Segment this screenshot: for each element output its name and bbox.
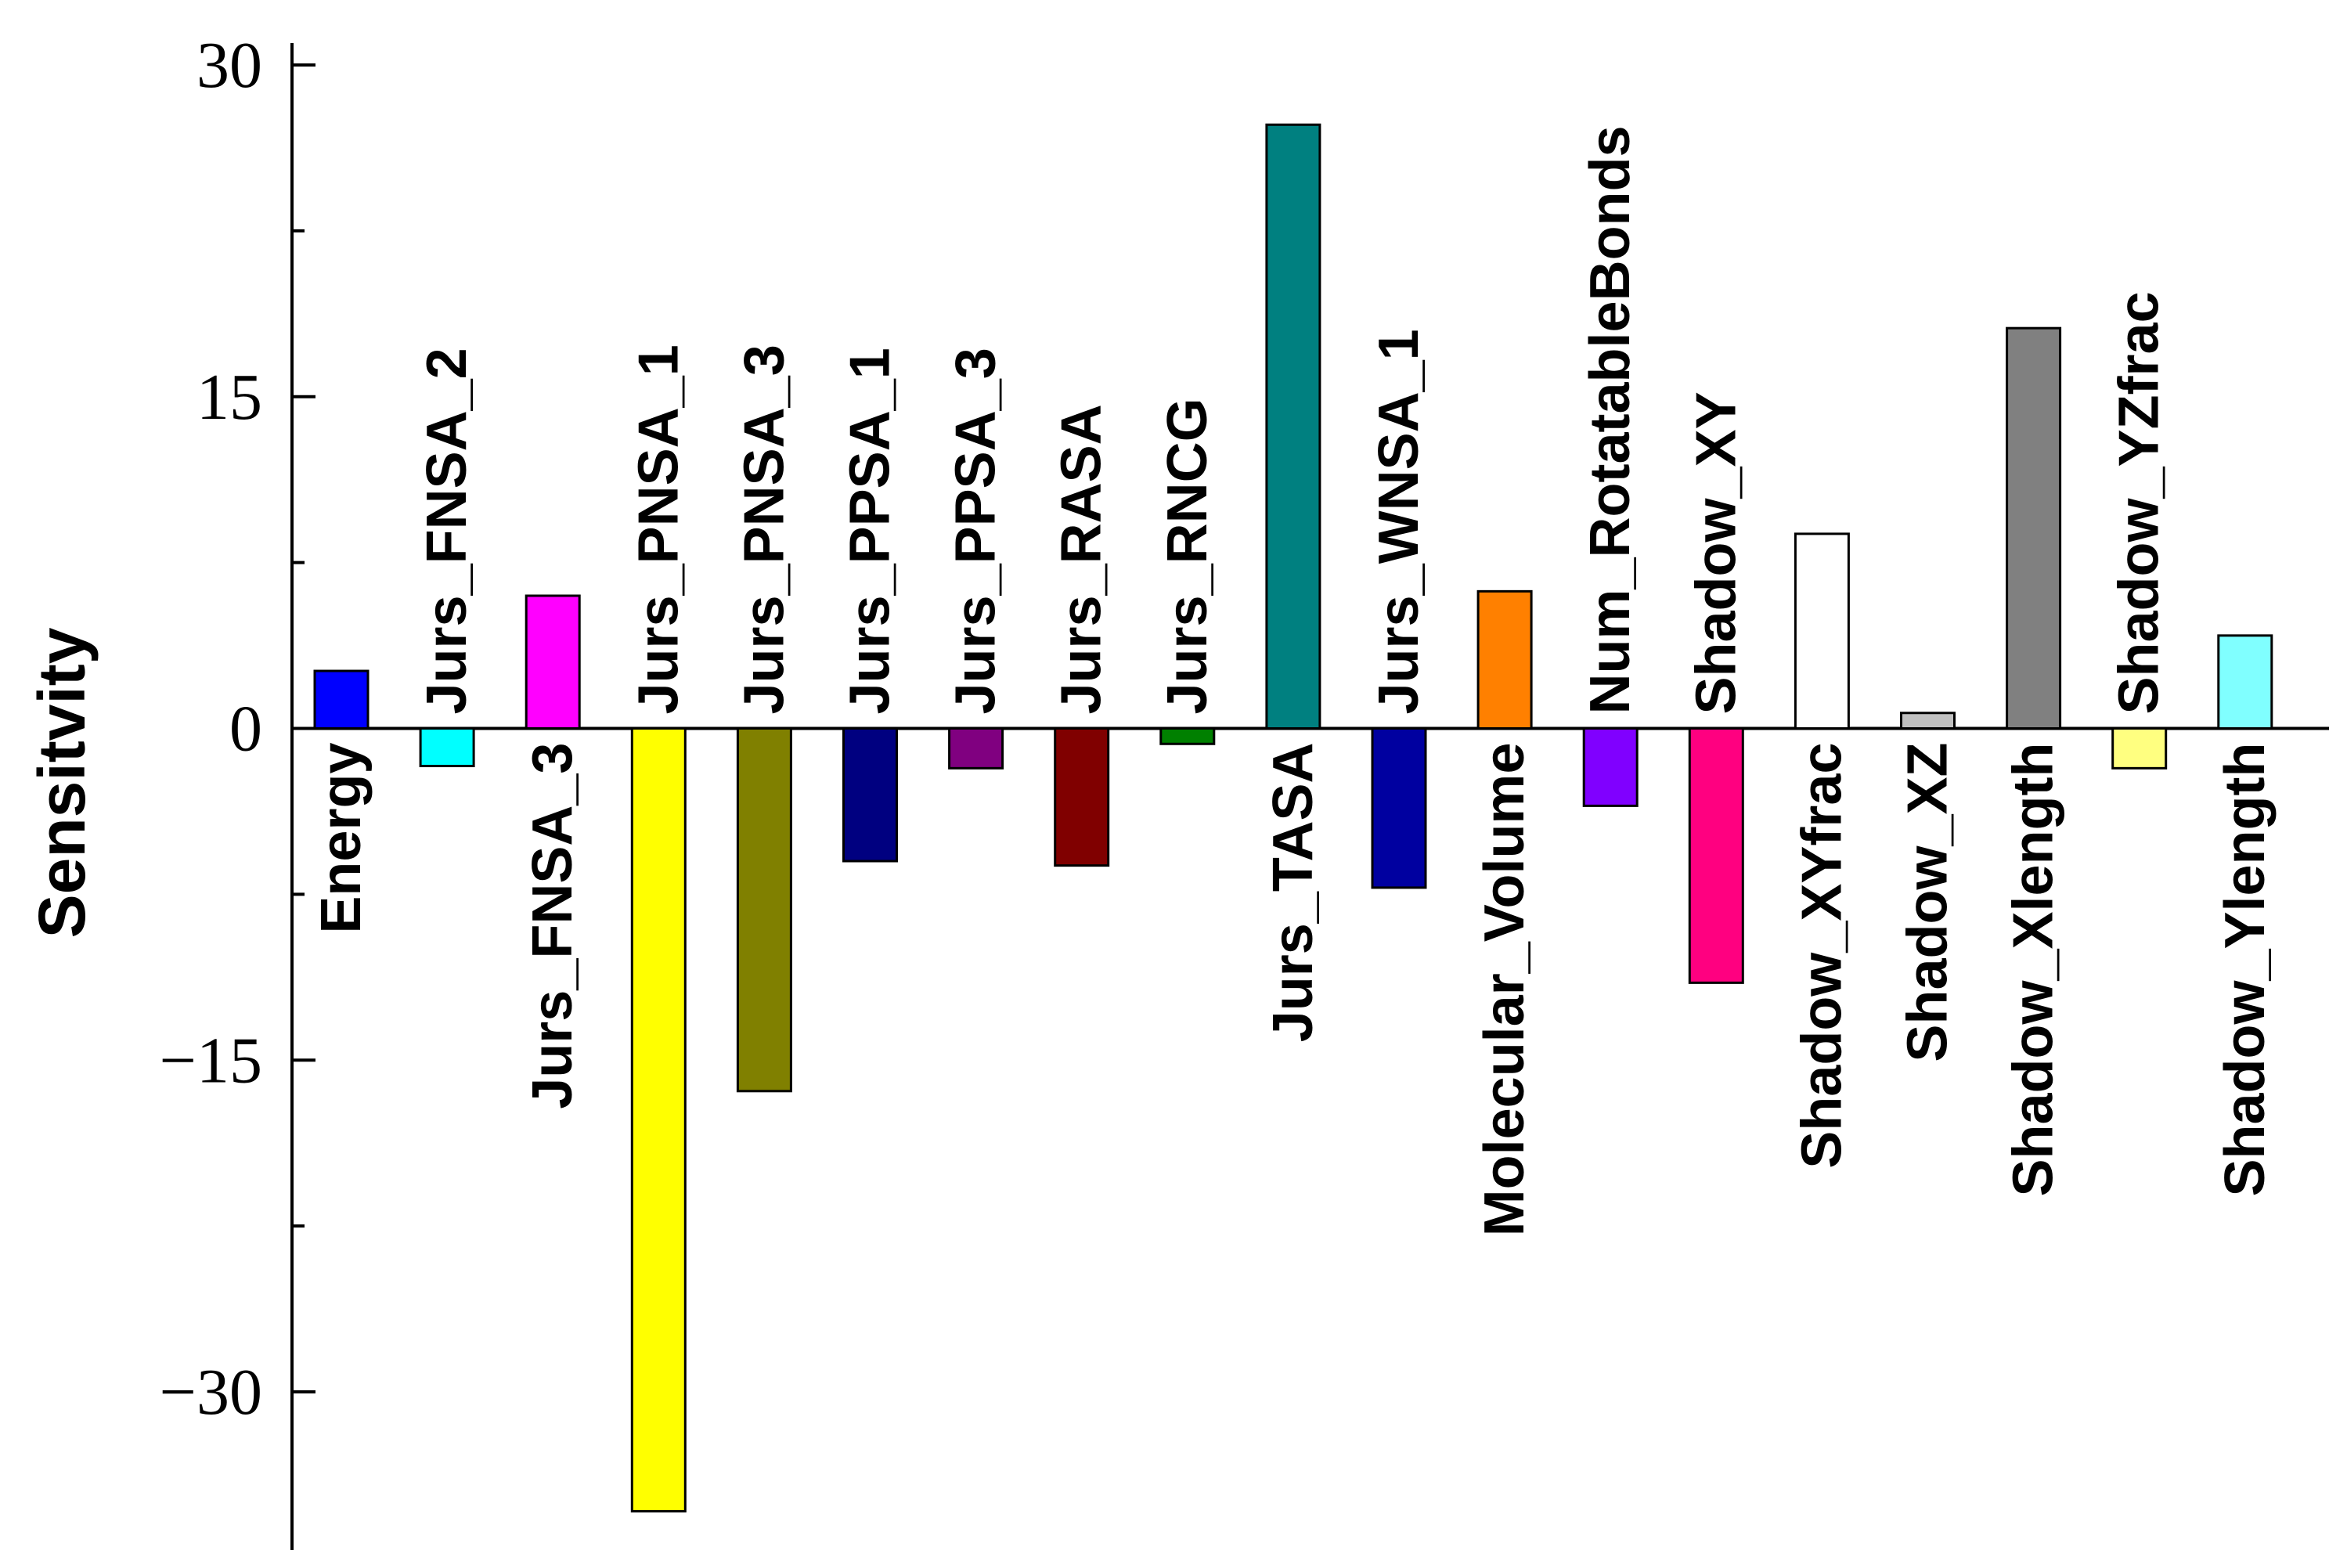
category-label: Energy xyxy=(310,743,373,934)
bar-jurs-tasa xyxy=(1265,123,1321,730)
category-label: Jurs_WNSA_1 xyxy=(1368,329,1430,714)
category-label: Jurs_PNSA_3 xyxy=(733,344,795,714)
y-axis-title: Sensitvity xyxy=(25,627,99,938)
bar-jurs-rasa xyxy=(1054,727,1110,867)
bar-shadow-xyfrac xyxy=(1794,532,1850,730)
category-label: Shadow_XZ xyxy=(1897,743,1959,1062)
category-label: Jurs_PPSA_1 xyxy=(839,348,902,714)
category-label: Jurs_TASA xyxy=(1262,742,1325,1042)
bar-shadow-xy xyxy=(1688,727,1744,984)
y-tick-label: −15 xyxy=(160,1024,262,1097)
y-tick-label: 15 xyxy=(196,361,262,434)
bar-jurs-pnsa-1 xyxy=(630,727,687,1513)
category-label: Num_RotatableBonds xyxy=(1579,125,1642,714)
category-label: Shadow_Ylength xyxy=(2214,743,2277,1197)
bar-shadow-xlength xyxy=(2006,326,2062,730)
y-tick-label: −30 xyxy=(160,1356,262,1429)
bar-num-rotatablebonds xyxy=(1582,727,1639,807)
bar-jurs-fnsa-3 xyxy=(525,594,581,730)
category-label: Shadow_Xlength xyxy=(2003,743,2065,1197)
category-labels: Energy Jurs_FNSA_2 Jurs_FNSA_3 Jurs_PNSA_1 J… xyxy=(310,125,2277,1236)
bar-jurs-pnsa-3 xyxy=(736,727,792,1093)
bars xyxy=(313,123,2273,1513)
category-label: Shadow_YZfrac xyxy=(2108,291,2171,714)
bar-shadow-ylength xyxy=(2217,634,2273,730)
category-label: Jurs_FNSA_3 xyxy=(521,742,584,1108)
category-label: Molecular_Volume xyxy=(1473,743,1536,1237)
category-label: Jurs_FNSA_2 xyxy=(416,348,478,714)
category-label: Shadow_XY xyxy=(1685,391,1747,714)
bar-shadow-yzfrac xyxy=(2111,727,2168,770)
y-tick-label: 30 xyxy=(196,29,262,102)
bar-energy xyxy=(313,669,370,730)
bar-jurs-fnsa-2 xyxy=(419,727,475,768)
bar-jurs-ppsa-1 xyxy=(842,727,898,863)
category-label: Jurs_RNCG xyxy=(1156,398,1219,714)
category-label: Jurs_PNSA_1 xyxy=(627,344,690,714)
bar-molecular-volume xyxy=(1476,589,1533,730)
bar-jurs-ppsa-3 xyxy=(948,727,1004,770)
bar-jurs-rncg xyxy=(1159,727,1216,745)
category-label: Jurs_PPSA_3 xyxy=(945,348,1008,714)
category-label: Shadow_XYfrac xyxy=(1790,743,1853,1169)
bar-shadow-xz xyxy=(1900,712,1956,730)
category-label: Jurs_RASA xyxy=(1051,404,1113,714)
y-tick-label: 0 xyxy=(229,693,262,766)
bar-jurs-wnsa-1 xyxy=(1371,727,1427,889)
